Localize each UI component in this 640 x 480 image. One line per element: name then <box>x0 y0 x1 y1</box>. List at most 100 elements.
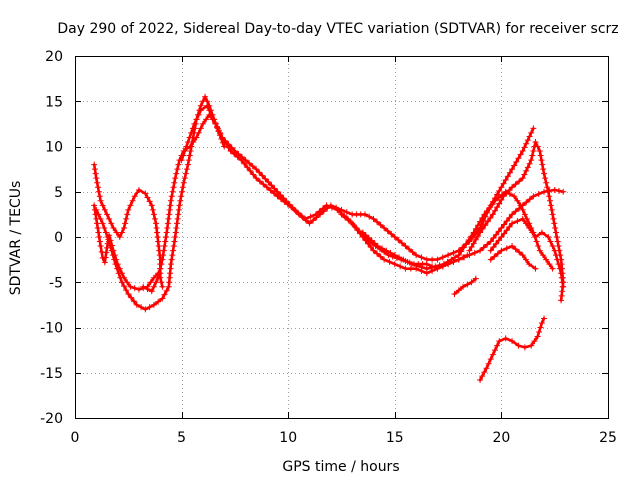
data-point-marker <box>432 263 439 270</box>
data-point-marker <box>171 238 178 245</box>
data-point-marker <box>178 193 185 200</box>
data-point-marker <box>111 256 118 263</box>
data-point-marker <box>94 179 101 186</box>
data-point-marker <box>99 220 106 227</box>
data-point-marker <box>320 208 327 215</box>
data-point-marker <box>172 229 179 236</box>
data-point-marker <box>156 270 163 277</box>
data-point-marker <box>121 283 128 290</box>
data-point-marker <box>397 263 404 270</box>
data-point-marker <box>549 265 556 272</box>
data-point-marker <box>292 208 299 215</box>
data-point-marker <box>93 175 100 182</box>
x-tick-label: 0 <box>71 430 80 446</box>
data-point-marker <box>146 304 153 311</box>
data-point-marker <box>560 188 567 195</box>
data-point-marker <box>135 186 142 193</box>
data-point-marker <box>483 365 490 372</box>
series-track-11 <box>451 275 479 298</box>
data-point-marker <box>96 193 103 200</box>
data-point-marker <box>396 254 403 261</box>
y-tick-label: 10 <box>45 140 63 156</box>
data-point-marker <box>487 247 494 254</box>
data-point-marker <box>402 265 409 272</box>
data-point-marker <box>289 204 296 211</box>
data-point-marker <box>97 197 104 204</box>
data-point-marker <box>109 252 116 259</box>
data-point-marker <box>391 261 398 268</box>
data-point-marker <box>283 198 290 205</box>
data-point-marker <box>142 190 149 197</box>
data-point-marker <box>193 116 200 123</box>
series-track-10 <box>487 243 539 272</box>
data-point-marker <box>158 279 165 286</box>
data-point-marker <box>203 116 210 123</box>
data-point-marker <box>482 222 489 229</box>
data-point-marker <box>549 243 556 250</box>
y-tick-label: -15 <box>40 366 63 382</box>
data-point-marker <box>142 306 149 313</box>
data-point-marker <box>351 223 358 230</box>
data-point-marker <box>379 245 386 252</box>
data-point-marker <box>274 188 281 195</box>
data-point-marker <box>231 148 238 155</box>
data-point-marker <box>377 221 384 228</box>
data-point-marker <box>197 125 204 132</box>
data-point-marker <box>374 250 381 257</box>
data-point-marker <box>195 129 202 136</box>
data-point-marker <box>97 243 104 250</box>
data-point-marker <box>317 211 324 218</box>
data-point-marker <box>404 258 411 265</box>
data-point-marker <box>106 215 113 222</box>
data-point-marker <box>555 261 562 268</box>
data-point-marker <box>479 373 486 380</box>
data-point-marker <box>149 206 156 213</box>
data-point-marker <box>517 151 524 158</box>
data-point-marker <box>487 214 494 221</box>
data-point-marker <box>480 244 487 251</box>
data-point-marker <box>106 238 113 245</box>
data-point-marker <box>270 190 277 197</box>
series-line <box>489 244 537 270</box>
data-point-marker <box>271 185 278 192</box>
data-point-marker <box>179 184 186 191</box>
data-point-marker <box>99 202 106 209</box>
data-point-marker <box>173 224 180 231</box>
data-point-marker <box>153 224 160 231</box>
data-point-marker <box>188 129 195 136</box>
data-point-marker <box>256 178 263 185</box>
data-point-marker <box>280 195 287 202</box>
data-point-marker <box>395 237 402 244</box>
data-point-marker <box>511 162 518 169</box>
data-point-marker <box>494 250 501 257</box>
data-point-marker <box>526 224 533 231</box>
data-point-marker <box>168 193 175 200</box>
data-point-marker <box>558 274 565 281</box>
data-point-marker <box>474 222 481 229</box>
data-point-marker <box>175 161 182 168</box>
y-tick-label: 20 <box>45 49 63 65</box>
data-point-marker <box>144 194 151 201</box>
data-point-marker <box>413 252 420 259</box>
data-point-marker <box>545 234 552 240</box>
data-point-marker <box>370 247 377 254</box>
data-point-marker <box>512 208 519 215</box>
data-point-marker <box>498 184 505 191</box>
data-point-marker <box>498 247 505 254</box>
data-point-marker <box>521 211 528 218</box>
data-point-marker <box>506 214 513 221</box>
data-point-marker <box>558 270 565 277</box>
data-point-marker <box>537 324 544 331</box>
data-point-marker <box>153 220 160 227</box>
data-point-marker <box>530 148 537 155</box>
data-point-marker <box>400 256 407 263</box>
data-point-marker <box>500 180 507 187</box>
data-point-marker <box>195 111 202 118</box>
y-tick-label: 15 <box>45 94 63 110</box>
data-point-marker <box>528 129 535 136</box>
data-point-marker <box>498 224 505 231</box>
data-point-marker <box>535 243 542 250</box>
data-point-marker <box>162 238 169 245</box>
data-point-marker <box>193 134 200 141</box>
